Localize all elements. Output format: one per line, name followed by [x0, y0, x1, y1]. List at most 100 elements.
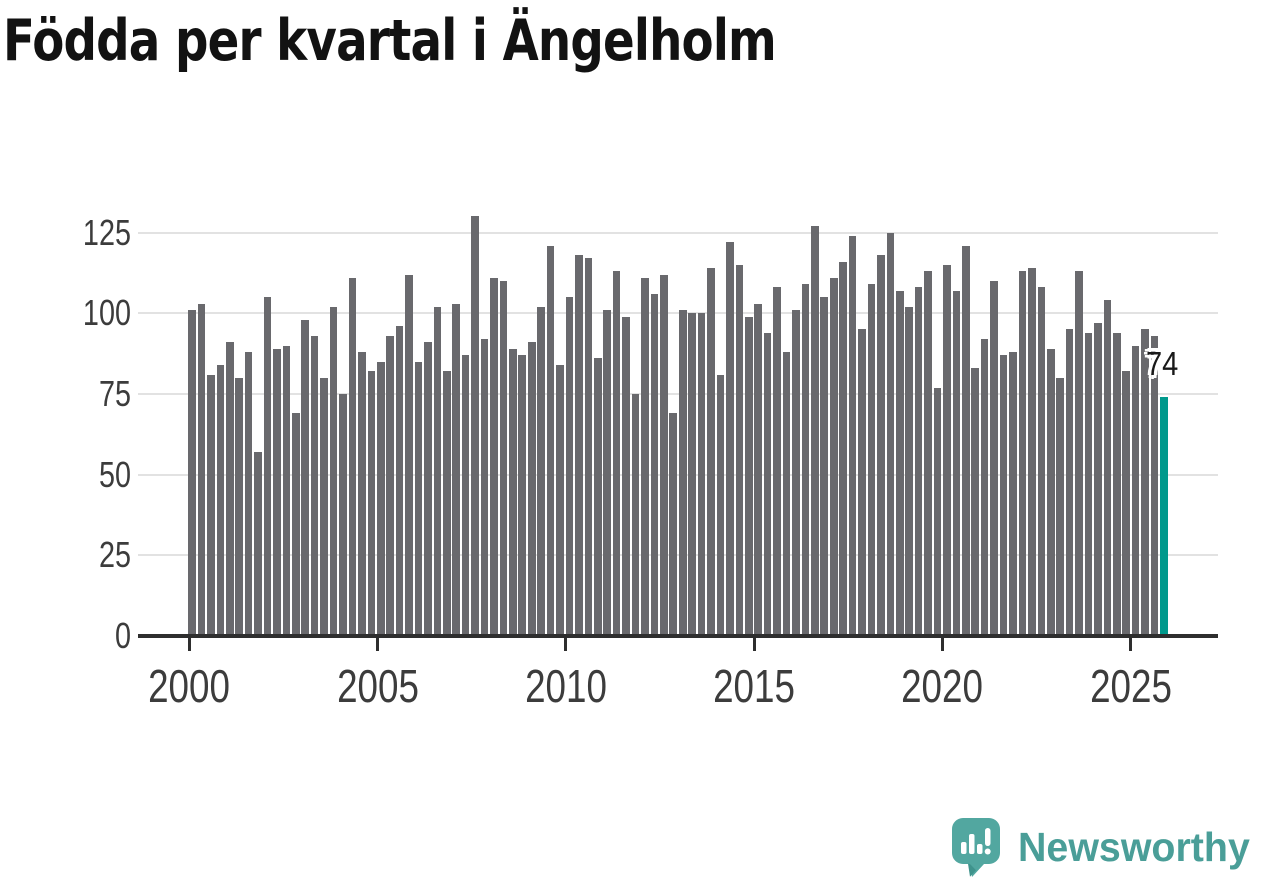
- bar: [490, 277, 498, 636]
- x-axis-tick: [940, 638, 944, 651]
- bar: [1131, 345, 1140, 636]
- bar: [414, 361, 423, 636]
- bar: [188, 310, 196, 636]
- x-axis-tick: [564, 638, 568, 651]
- page-title: Födda per kvartal i Ängelholm: [3, 8, 777, 74]
- bar: [603, 310, 611, 636]
- bar: [726, 242, 734, 636]
- y-axis-tick-label: 100: [82, 292, 131, 334]
- bar: [962, 245, 970, 636]
- gridline: [138, 312, 1218, 315]
- bar: [367, 371, 376, 636]
- bar: [509, 348, 517, 636]
- bar: [329, 306, 338, 636]
- x-axis-tick-label: 2020: [901, 660, 984, 712]
- bar: [1065, 329, 1074, 636]
- y-axis-tick-label: 50: [98, 453, 131, 495]
- bar: [584, 258, 593, 636]
- x-axis-tick-label: 2025: [1089, 660, 1172, 712]
- x-axis-tick: [752, 638, 756, 651]
- bar: [924, 271, 932, 636]
- bar: [461, 355, 470, 636]
- bar: [990, 281, 998, 636]
- bar: [886, 232, 895, 636]
- bar: [1009, 352, 1017, 636]
- bar: [839, 261, 847, 636]
- bar: [216, 364, 225, 636]
- y-axis-tick-label: 0: [114, 615, 131, 656]
- bar: [1122, 371, 1131, 636]
- x-axis-tick: [187, 638, 191, 651]
- bar: [782, 352, 791, 636]
- bar: [575, 255, 583, 636]
- bar: [754, 303, 762, 636]
- bar: [697, 313, 706, 636]
- bar: [952, 290, 961, 636]
- x-axis-tick-label: 2005: [336, 660, 419, 712]
- gridline: [138, 231, 1218, 234]
- bar: [292, 413, 300, 636]
- bar: [443, 371, 451, 636]
- bar: [650, 293, 659, 636]
- bar: [895, 290, 904, 636]
- bar: [225, 342, 234, 636]
- bar: [556, 364, 564, 636]
- bar: [867, 284, 876, 636]
- bar: [971, 368, 980, 636]
- bar: [1103, 300, 1112, 636]
- bar: [527, 342, 536, 636]
- bar: [631, 393, 640, 636]
- bar: [792, 310, 800, 636]
- gridline: [138, 554, 1218, 557]
- bar: [1094, 322, 1102, 636]
- bar: [943, 264, 951, 636]
- bar: [395, 326, 404, 636]
- bar: [1150, 335, 1159, 636]
- bar: [707, 268, 715, 636]
- bar: [480, 339, 489, 636]
- bar: [858, 329, 866, 636]
- bar: [744, 316, 753, 636]
- bar: [433, 306, 442, 636]
- bar: [310, 335, 319, 636]
- bar: [386, 335, 394, 636]
- y-axis-tick-label: 25: [98, 534, 131, 576]
- bar: [877, 255, 885, 636]
- bar: [452, 303, 461, 636]
- x-axis-tick-label: 2015: [713, 660, 796, 712]
- newsworthy-logo-icon: [952, 818, 1000, 877]
- bar: [641, 277, 649, 636]
- x-axis-line: [138, 633, 1218, 638]
- newsworthy-logo[interactable]: Newsworthy: [950, 816, 1260, 878]
- bar: [848, 235, 857, 636]
- bar: [207, 374, 215, 636]
- bar: [612, 271, 621, 636]
- bar: [999, 355, 1008, 636]
- bar: [1113, 332, 1121, 636]
- bar: [405, 274, 413, 636]
- x-axis-tick: [376, 638, 380, 651]
- bar: [376, 361, 385, 636]
- bar: [980, 339, 989, 636]
- bar: [660, 274, 668, 636]
- bar: [301, 319, 310, 636]
- bar: [1084, 332, 1093, 636]
- y-axis-tick-label: 75: [98, 372, 131, 414]
- bar: [1056, 377, 1064, 636]
- bar: [546, 245, 555, 636]
- bar: [339, 393, 347, 636]
- gridline: [138, 473, 1218, 476]
- bar: [622, 316, 630, 636]
- bar: [763, 332, 772, 636]
- gridline: [138, 392, 1218, 395]
- bar: [471, 216, 479, 636]
- bar: [348, 277, 357, 636]
- highlighted-value-label: 74: [1146, 345, 1179, 382]
- bar: [537, 306, 545, 636]
- bar: [669, 413, 678, 636]
- bar: [235, 377, 243, 636]
- bar: [1037, 287, 1046, 636]
- bar: [244, 352, 253, 636]
